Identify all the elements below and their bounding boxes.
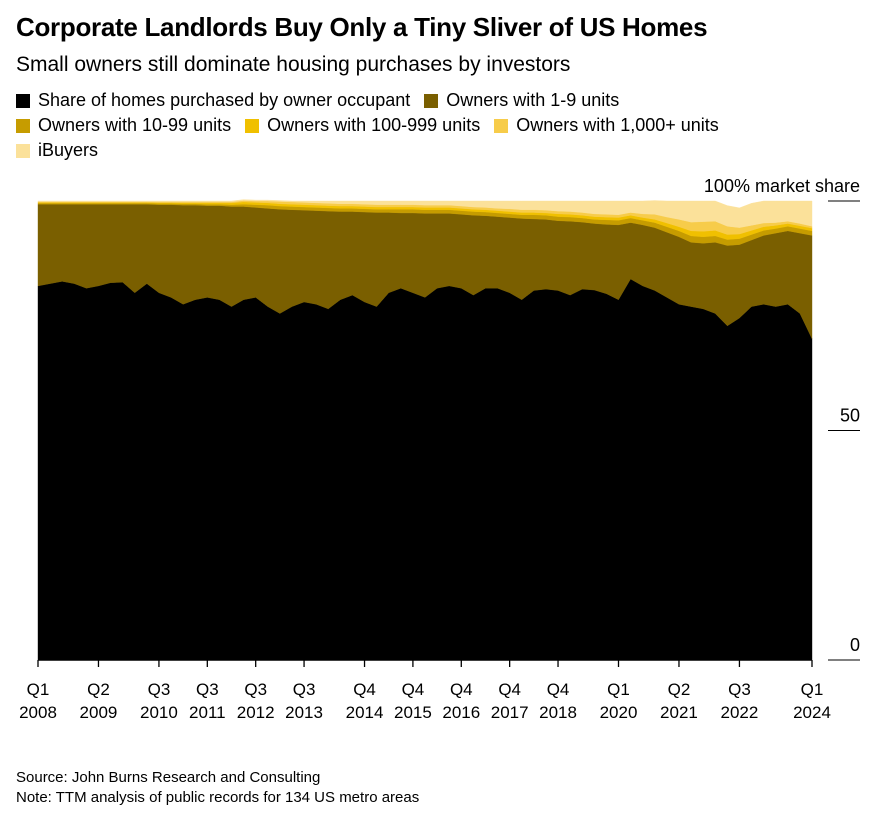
x-tick-year: 2014 (346, 703, 384, 722)
x-tick-year: 2010 (140, 703, 178, 722)
legend-label-1000-plus-units: Owners with 1,000+ units (516, 115, 719, 135)
legend-row: iBuyers (16, 138, 866, 163)
legend-label-1-9-units: Owners with 1-9 units (446, 90, 620, 110)
footer: Source: John Burns Research and Consulti… (16, 768, 419, 808)
area-series-ibuyers (37, 199, 813, 228)
x-tick-quarter: Q4 (353, 680, 376, 699)
x-tick-quarter: Q3 (148, 680, 171, 699)
x-tick-quarter: Q4 (402, 680, 425, 699)
x-tick-year: 2020 (600, 703, 638, 722)
x-tick-quarter: Q3 (293, 680, 316, 699)
legend-row: Owners with 10-99 units Owners with 100-… (16, 113, 866, 138)
x-tick-year: 2011 (189, 703, 226, 722)
x-tick-quarter: Q4 (498, 680, 521, 699)
legend-swatch-owner-occupant (16, 93, 30, 108)
x-tick-year: 2008 (19, 703, 57, 722)
legend-row: Share of homes purchased by owner occupa… (16, 88, 866, 113)
x-tick-quarter: Q2 (87, 680, 110, 699)
legend-label-owner-occupant: Share of homes purchased by owner occupa… (38, 90, 411, 110)
x-tick-quarter: Q4 (547, 680, 570, 699)
legend-swatch-ibuyers (16, 143, 30, 158)
methodology-note: Note: TTM analysis of public records for… (16, 789, 420, 806)
x-tick-quarter: Q3 (728, 680, 751, 699)
legend-swatch-1000-plus-units (494, 118, 509, 133)
legend-swatch-10-99-units (16, 118, 30, 133)
x-tick-year: 2024 (793, 703, 831, 722)
x-tick-quarter: Q1 (27, 680, 50, 699)
source-note: Source: John Burns Research and Consulti… (16, 769, 321, 786)
x-tick-year: 2015 (394, 703, 432, 722)
y-tick-label-100: 100% market share (704, 176, 860, 196)
legend-item-1000-plus-units: Owners with 1,000+ units (494, 115, 719, 136)
legend-label-100-999-units: Owners with 100-999 units (267, 115, 481, 135)
stacked-area-chart: 100% market share 50 0 Q1 2008 Q2 2009 Q3 2010 Q3… (19, 176, 860, 722)
legend-swatch-100-999-units (245, 118, 260, 133)
legend-label-10-99-units: Owners with 10-99 units (38, 115, 232, 135)
legend-label-ibuyers: iBuyers (38, 140, 99, 160)
x-tick-year: 2021 (660, 703, 698, 722)
x-tick-year: 2022 (721, 703, 759, 722)
legend-item-ibuyers: iBuyers (16, 140, 98, 161)
x-tick-year: 2009 (80, 703, 118, 722)
legend-item-10-99-units: Owners with 10-99 units (16, 115, 231, 136)
y-tick-label-0: 0 (850, 635, 860, 655)
x-tick-quarter: Q2 (668, 680, 691, 699)
x-tick-year: 2013 (285, 703, 323, 722)
legend-item-1-9-units: Owners with 1-9 units (424, 90, 619, 111)
legend: Share of homes purchased by owner occupa… (16, 88, 866, 163)
x-tick-quarter: Q3 (244, 680, 267, 699)
x-tick-quarter: Q1 (607, 680, 630, 699)
y-tick-label-50: 50 (840, 406, 860, 426)
x-tick-year: 2016 (442, 703, 480, 722)
x-tick-quarter: Q4 (450, 680, 473, 699)
x-tick-year: 2017 (491, 703, 529, 722)
x-tick-quarter: Q3 (196, 680, 219, 699)
x-tick-year: 2012 (237, 703, 275, 722)
chart-title: Corporate Landlords Buy Only a Tiny Sliv… (16, 12, 708, 42)
legend-swatch-1-9-units (424, 93, 439, 108)
legend-item-owner-occupant: Share of homes purchased by owner occupa… (16, 90, 410, 111)
legend-item-100-999-units: Owners with 100-999 units (245, 115, 480, 136)
area-series-share-of-homes-purchased-by-owner-occupant (37, 278, 813, 661)
x-tick-year: 2018 (539, 703, 577, 722)
chart-subtitle: Small owners still dominate housing purc… (16, 53, 571, 76)
x-tick-quarter: Q1 (801, 680, 824, 699)
